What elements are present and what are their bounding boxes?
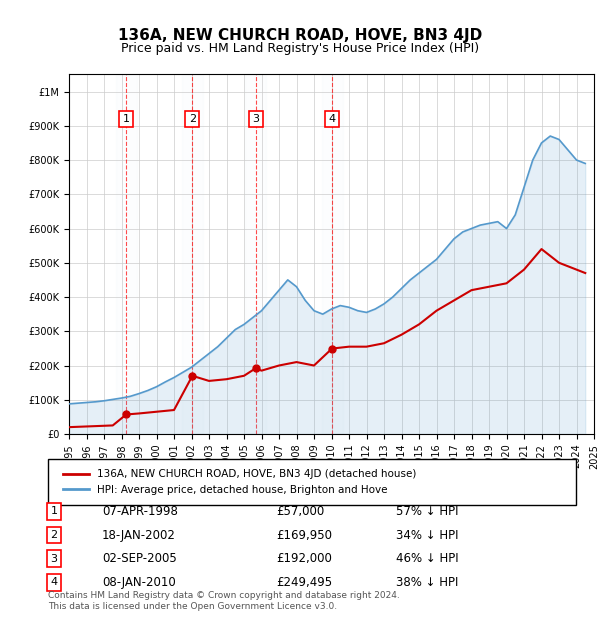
Text: 1: 1 <box>50 507 58 516</box>
Text: 4: 4 <box>328 114 335 124</box>
Text: 07-APR-1998: 07-APR-1998 <box>102 505 178 518</box>
Text: 2: 2 <box>189 114 196 124</box>
Text: 38% ↓ HPI: 38% ↓ HPI <box>396 576 458 588</box>
Text: 136A, NEW CHURCH ROAD, HOVE, BN3 4JD: 136A, NEW CHURCH ROAD, HOVE, BN3 4JD <box>118 28 482 43</box>
Text: £192,000: £192,000 <box>276 552 332 565</box>
Text: 2: 2 <box>50 530 58 540</box>
Text: £249,495: £249,495 <box>276 576 332 588</box>
Text: 18-JAN-2002: 18-JAN-2002 <box>102 529 176 541</box>
Text: £169,950: £169,950 <box>276 529 332 541</box>
Text: 3: 3 <box>252 114 259 124</box>
Text: 3: 3 <box>50 554 58 564</box>
Legend: 136A, NEW CHURCH ROAD, HOVE, BN3 4JD (detached house), HPI: Average price, detac: 136A, NEW CHURCH ROAD, HOVE, BN3 4JD (de… <box>58 465 421 499</box>
Bar <box>182 74 203 434</box>
Bar <box>322 74 343 434</box>
Text: £57,000: £57,000 <box>276 505 324 518</box>
Text: 46% ↓ HPI: 46% ↓ HPI <box>396 552 458 565</box>
Text: 1: 1 <box>123 114 130 124</box>
Text: 02-SEP-2005: 02-SEP-2005 <box>102 552 177 565</box>
Text: 57% ↓ HPI: 57% ↓ HPI <box>396 505 458 518</box>
Text: 4: 4 <box>50 577 58 587</box>
Text: Price paid vs. HM Land Registry's House Price Index (HPI): Price paid vs. HM Land Registry's House … <box>121 42 479 55</box>
Text: Contains HM Land Registry data © Crown copyright and database right 2024.
This d: Contains HM Land Registry data © Crown c… <box>48 591 400 611</box>
Text: 08-JAN-2010: 08-JAN-2010 <box>102 576 176 588</box>
FancyBboxPatch shape <box>48 459 576 505</box>
Bar <box>116 74 137 434</box>
Text: 34% ↓ HPI: 34% ↓ HPI <box>396 529 458 541</box>
Bar <box>245 74 266 434</box>
